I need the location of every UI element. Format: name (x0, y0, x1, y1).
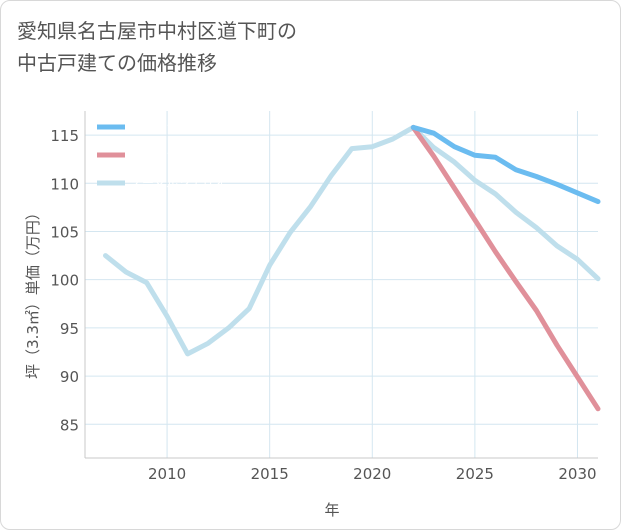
series-line-1 (410, 124, 601, 412)
x-tick-label-2030: 2030 (558, 465, 596, 483)
y-tick-label-100: 100 (50, 272, 79, 290)
y-tick-label-105: 105 (50, 223, 79, 241)
legend-label-0: グッドシナリオ (130, 120, 214, 134)
grid-lines (85, 111, 598, 458)
x-axis-label: 年 (324, 501, 339, 519)
x-tick-label-2020: 2020 (353, 465, 391, 483)
x-tick-label-2010: 2010 (148, 465, 186, 483)
series-lines (103, 124, 601, 412)
legend-label-1: バッドシナリオ (130, 148, 214, 162)
legend-label-2: ノーマルシナリオ (130, 176, 226, 190)
series-line-0 (410, 124, 601, 205)
y-tick-label-110: 110 (50, 175, 79, 193)
y-tick-label-115: 115 (50, 127, 79, 145)
y-tick-label-95: 95 (60, 320, 79, 338)
axes (84, 111, 598, 459)
y-axis-label: 坪（3.3㎡）単価（万円） (24, 205, 42, 379)
y-tick-label-90: 90 (60, 368, 79, 386)
series-line-2 (103, 124, 601, 357)
y-tick-label-85: 85 (60, 416, 79, 434)
x-tick-label-2025: 2025 (456, 465, 494, 483)
x-tick-label-2015: 2015 (251, 465, 289, 483)
chart-title-line1: 愛知県名古屋市中村区道下町の (17, 19, 297, 43)
chart-title: 愛知県名古屋市中村区道下町の 中古戸建ての価格推移 (17, 15, 297, 79)
tick-labels: 2010 2015 2020 2025 2030 85 90 95 100 105 110 115 (50, 127, 596, 483)
chart-title-line2: 中古戸建ての価格推移 (17, 51, 217, 75)
